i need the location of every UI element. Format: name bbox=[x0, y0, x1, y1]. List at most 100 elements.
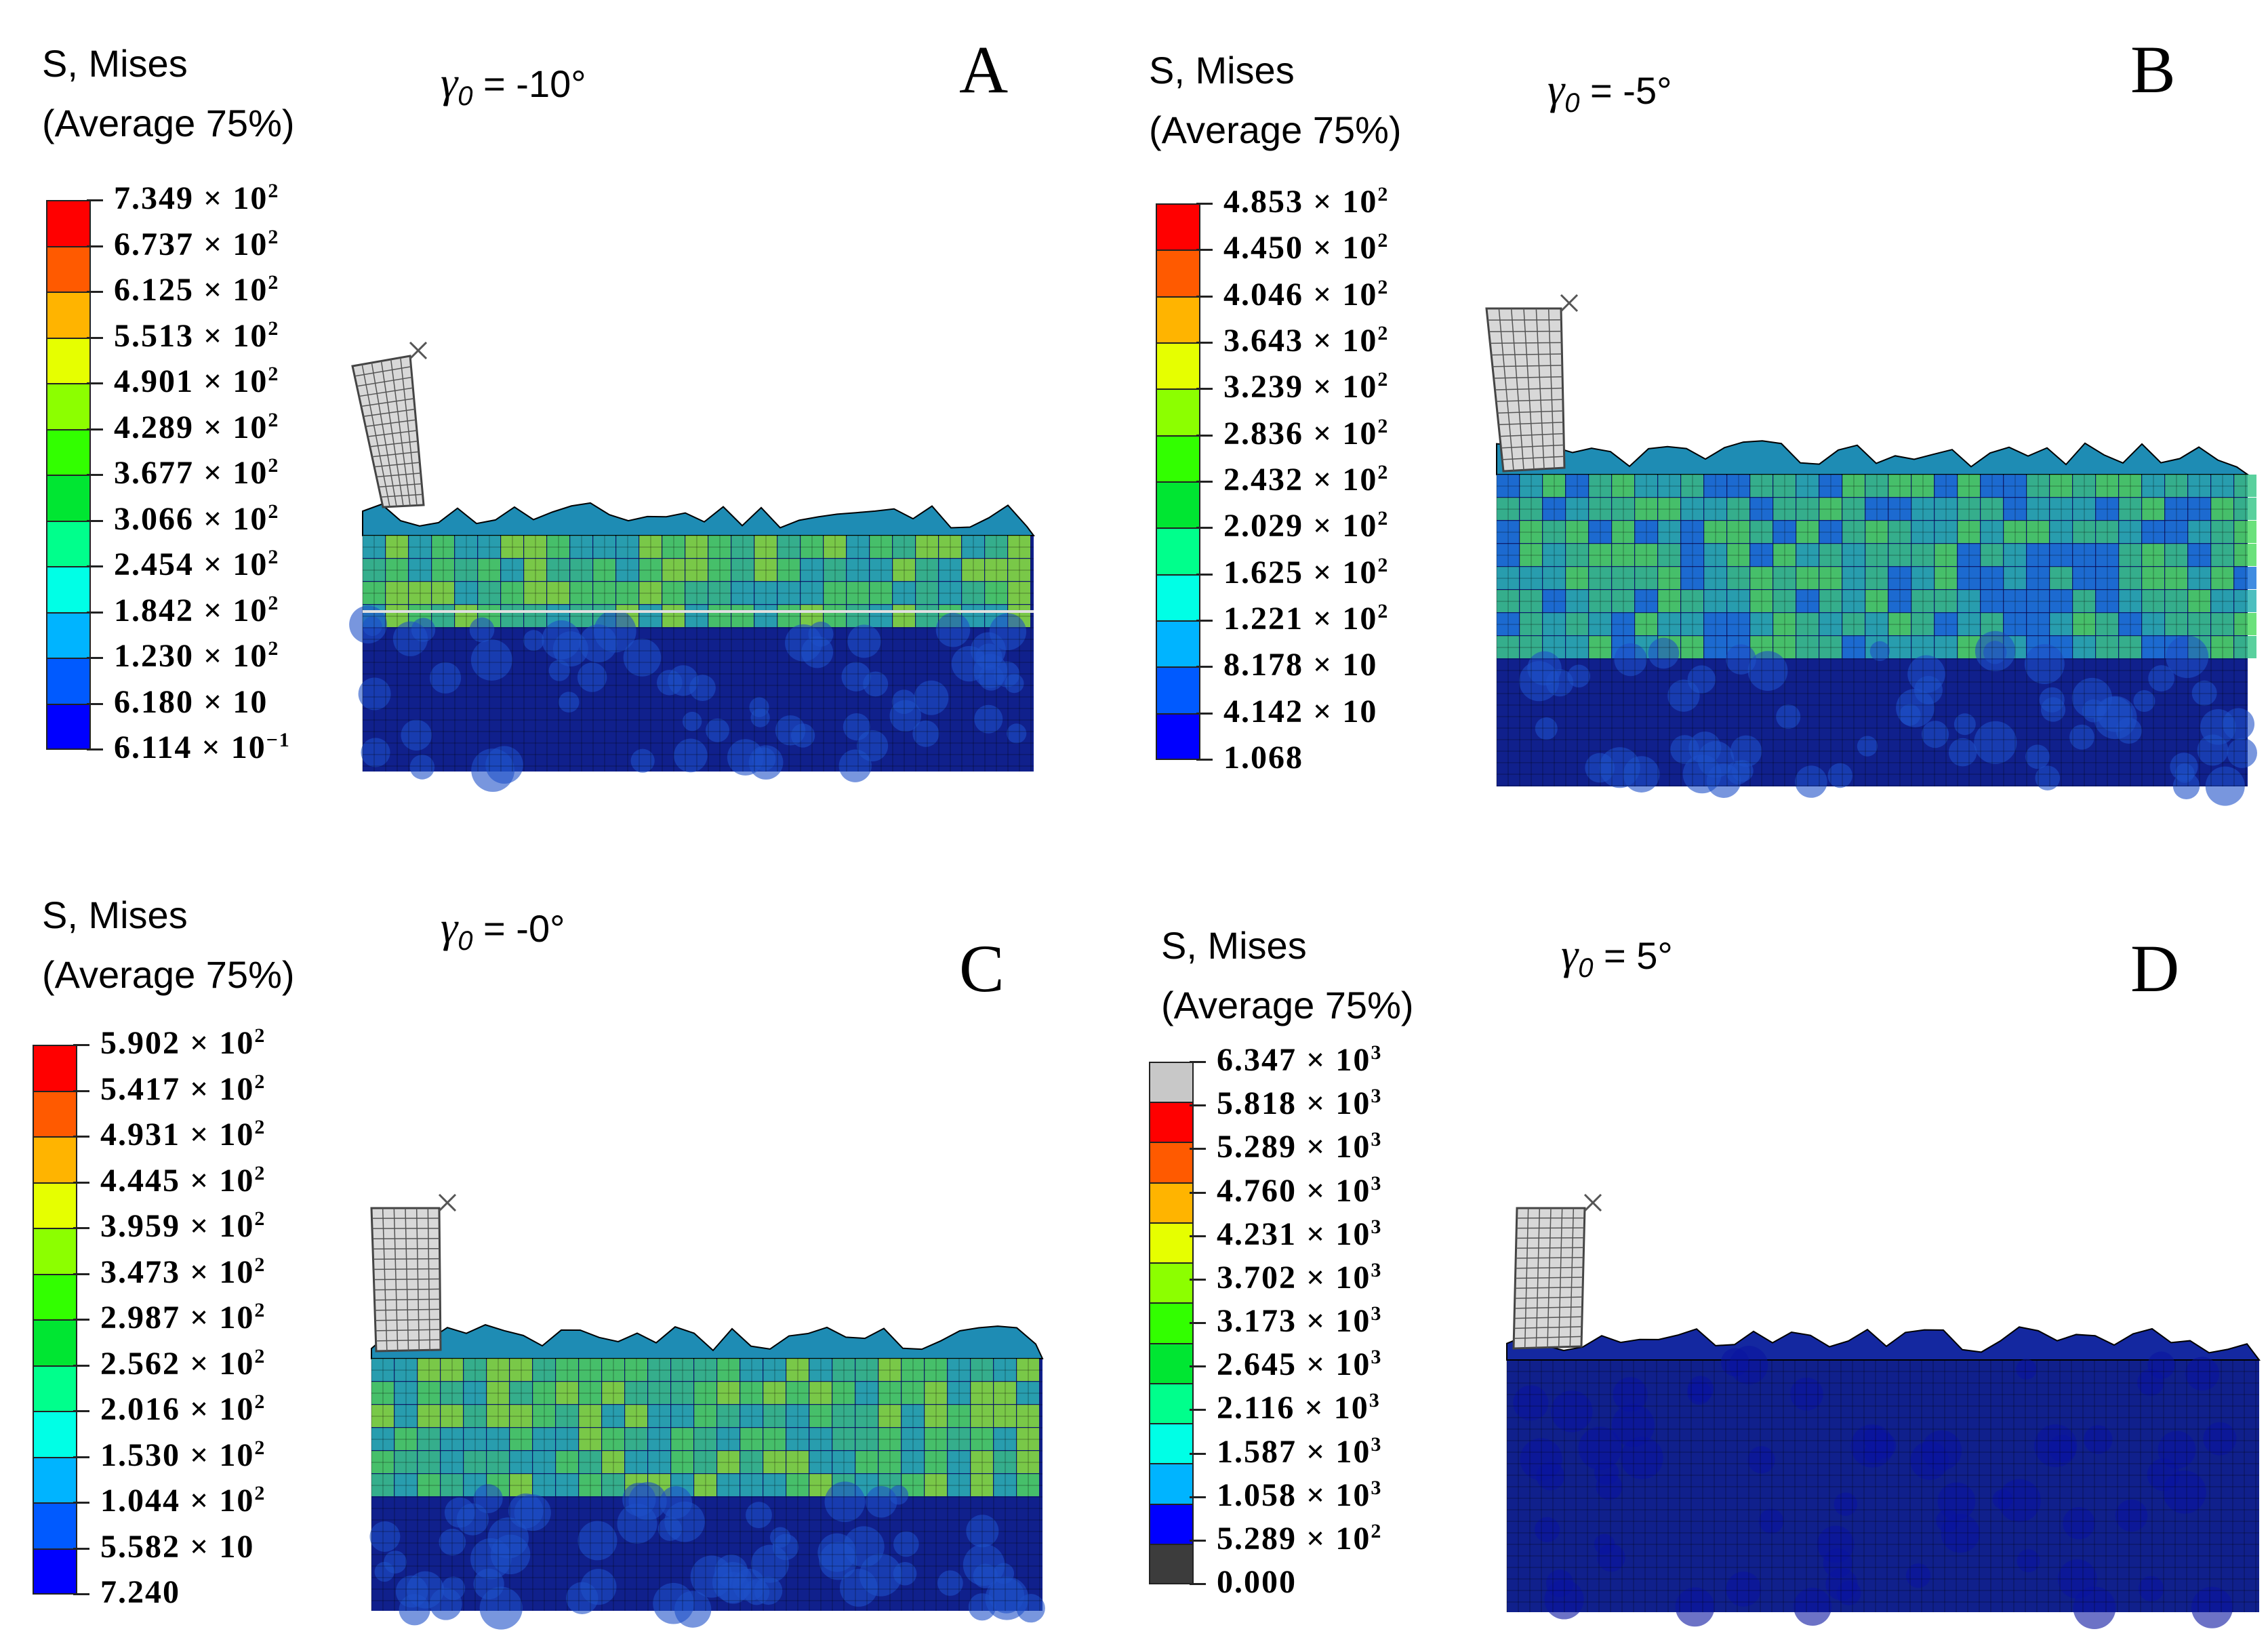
grain-patch bbox=[664, 1501, 705, 1542]
stress-cell bbox=[478, 559, 500, 581]
stress-cell bbox=[556, 1382, 578, 1404]
stress-cell bbox=[985, 536, 1007, 558]
stress-cell bbox=[2234, 521, 2256, 543]
stress-cell bbox=[648, 1451, 670, 1473]
legend-swatch bbox=[1149, 1423, 1194, 1464]
tool-mesh-line bbox=[373, 1268, 440, 1270]
tick-exponent: 3 bbox=[1371, 1085, 1383, 1108]
grain-patch bbox=[2227, 738, 2257, 768]
stress-cell bbox=[902, 1428, 924, 1450]
legend-tick bbox=[73, 1547, 89, 1550]
reference-point-icon bbox=[1560, 294, 1579, 313]
stress-cell bbox=[593, 582, 615, 604]
stress-cell bbox=[579, 1359, 601, 1381]
stress-cell bbox=[754, 536, 777, 558]
stress-cell bbox=[455, 582, 477, 604]
grain-patch bbox=[2148, 665, 2175, 692]
stress-cell bbox=[902, 1382, 924, 1404]
stress-cell bbox=[994, 1382, 1016, 1404]
grain-patch bbox=[2082, 699, 2105, 723]
stress-cell bbox=[671, 1428, 693, 1450]
legend-swatch bbox=[33, 1319, 77, 1366]
stress-cell bbox=[2096, 567, 2118, 589]
stress-cell bbox=[971, 1451, 993, 1473]
legend-tick bbox=[1190, 1061, 1206, 1063]
grain-patch bbox=[748, 745, 784, 780]
legend-swatch bbox=[46, 337, 91, 384]
stress-cell bbox=[625, 1359, 647, 1381]
stress-cell bbox=[2050, 567, 2072, 589]
stress-cell bbox=[1842, 567, 1865, 589]
legend-tick-label: 5.289 × 103 bbox=[1217, 1128, 1382, 1165]
stress-cell bbox=[1750, 521, 1773, 543]
legend-tick-label: 2.016 × 102 bbox=[100, 1390, 266, 1428]
stress-cell bbox=[1935, 544, 1957, 566]
tool-mesh-line bbox=[1501, 444, 1564, 449]
legend-tick bbox=[87, 565, 103, 567]
stress-cell bbox=[1796, 544, 1819, 566]
stress-cell bbox=[1842, 498, 1865, 520]
grain-patch bbox=[1795, 765, 1827, 798]
stress-cell bbox=[1727, 521, 1749, 543]
stress-cell bbox=[510, 1474, 532, 1496]
grain-patch bbox=[2166, 635, 2209, 679]
stress-cell bbox=[2142, 590, 2164, 612]
tick-exponent: 2 bbox=[1377, 461, 1390, 483]
legend-tick-label: 4.853 × 102 bbox=[1223, 183, 1389, 220]
stress-cell bbox=[1635, 498, 1657, 520]
tick-mantissa: 5.513 × 10 bbox=[114, 317, 268, 354]
tick-mantissa: 2.645 × 10 bbox=[1217, 1346, 1371, 1383]
stress-cell bbox=[1981, 498, 2003, 520]
legend-tick bbox=[73, 1273, 89, 1275]
stress-cell bbox=[2050, 498, 2072, 520]
stress-cell bbox=[455, 559, 477, 581]
stress-cell bbox=[786, 1405, 809, 1427]
tick-exponent: 2 bbox=[1377, 600, 1390, 622]
stress-cell bbox=[893, 582, 915, 604]
title-line-1: S, Mises bbox=[42, 42, 188, 85]
stress-cell bbox=[763, 1428, 786, 1450]
grain-patch bbox=[974, 704, 1003, 734]
grain-patch bbox=[893, 1531, 919, 1557]
stress-cell bbox=[1888, 498, 1911, 520]
stress-cell bbox=[2004, 475, 2026, 497]
stress-cell bbox=[1911, 590, 1934, 612]
stress-cell bbox=[1497, 613, 1519, 635]
tick-mantissa: 1.058 × 10 bbox=[1217, 1477, 1371, 1513]
stress-cell bbox=[971, 1428, 993, 1450]
stress-cell bbox=[809, 1359, 832, 1381]
stress-cell bbox=[1589, 567, 1611, 589]
stress-cell bbox=[1543, 475, 1565, 497]
stress-cell bbox=[2142, 498, 2164, 520]
stress-cell bbox=[593, 559, 615, 581]
stress-cell bbox=[441, 1428, 463, 1450]
grain-patch bbox=[1906, 1563, 1931, 1588]
legend-tick bbox=[1190, 1104, 1206, 1107]
stress-cell bbox=[855, 1405, 878, 1427]
stress-cell bbox=[939, 559, 961, 581]
legend-tick bbox=[1196, 527, 1213, 529]
legend-tick bbox=[1190, 1322, 1206, 1324]
grain-patch bbox=[622, 1483, 656, 1517]
stress-cell bbox=[662, 582, 685, 604]
stress-cell bbox=[1819, 475, 1842, 497]
stress-cell bbox=[510, 1359, 532, 1381]
stress-cell bbox=[2004, 521, 2026, 543]
gamma-subscript: 0 bbox=[1578, 953, 1594, 984]
legend-swatch bbox=[1156, 249, 1200, 297]
grain-patch bbox=[1007, 723, 1027, 744]
tool-mesh-line bbox=[361, 398, 414, 407]
tick-mantissa: 2.562 × 10 bbox=[100, 1345, 255, 1382]
stress-cell bbox=[386, 559, 408, 581]
stress-cell bbox=[1796, 567, 1819, 589]
fe-mesh-plot bbox=[349, 341, 1035, 793]
stress-cell bbox=[501, 582, 523, 604]
stress-cell bbox=[639, 536, 662, 558]
panel-b: S, Mises (Average 75%) γ0 = -5° B 4.853 ×… bbox=[1134, 0, 2268, 821]
stress-cell bbox=[1750, 567, 1773, 589]
tool-mesh-line bbox=[374, 1308, 441, 1311]
legend-tick-label: 3.702 × 103 bbox=[1217, 1259, 1382, 1296]
stress-cell bbox=[2188, 521, 2210, 543]
fe-mesh-plot bbox=[369, 1193, 1045, 1630]
stress-cell bbox=[1750, 475, 1773, 497]
